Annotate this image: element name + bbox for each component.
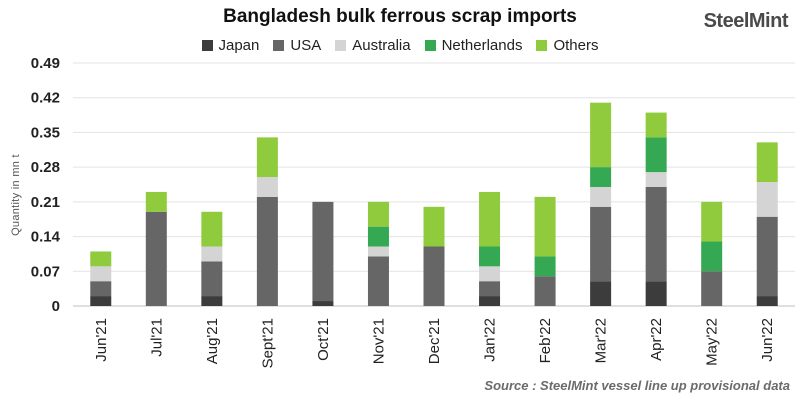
bar-others: [145, 191, 167, 212]
x-tick-label: Aug'21: [204, 318, 221, 364]
bar-others: [756, 142, 778, 183]
bar-usa: [90, 281, 112, 297]
bar-others: [423, 206, 445, 247]
bar-japan: [756, 296, 778, 306]
legend: Japan USA Australia Netherlands Others: [0, 37, 800, 54]
bar-netherlands: [590, 167, 612, 187]
bar-usa: [479, 281, 501, 297]
bar-australia: [90, 266, 112, 282]
bar-australia: [201, 246, 223, 262]
x-tick-label: Jun'22: [759, 318, 776, 362]
y-tick-label: 0.07: [31, 263, 60, 280]
bar-usa: [312, 201, 334, 302]
brand-logo: SteelMint: [703, 10, 789, 32]
legend-label: USA: [290, 37, 322, 54]
bar-others: [590, 102, 612, 168]
legend-swatch: [424, 40, 436, 51]
legend-item: Japan: [201, 37, 260, 54]
y-tick-label: 0.21: [31, 194, 60, 211]
bar-japan: [90, 296, 112, 306]
bar-australia: [645, 172, 667, 187]
bar-others: [256, 137, 278, 178]
bar-usa: [534, 276, 556, 306]
bar-netherlands: [367, 226, 389, 247]
bar-australia: [479, 266, 501, 282]
bar-japan: [312, 301, 334, 306]
bar-japan: [645, 281, 667, 306]
bar-australia: [256, 177, 278, 197]
y-tick-label: 0.49: [31, 55, 60, 72]
x-tick-label: Apr'22: [648, 318, 665, 361]
legend-label: Others: [553, 37, 599, 54]
bar-usa: [590, 206, 612, 282]
x-tick-label: Jun'21: [93, 318, 110, 362]
y-tick-label: 0.28: [31, 159, 60, 176]
x-tick-label: Dec'21: [426, 318, 443, 364]
bar-others: [701, 201, 723, 242]
bar-usa: [701, 271, 723, 306]
bar-others: [201, 211, 223, 247]
bar-netherlands: [479, 246, 501, 267]
bar-australia: [367, 246, 389, 257]
legend-swatch: [201, 40, 213, 51]
bar-usa: [367, 256, 389, 306]
bar-usa: [423, 246, 445, 306]
bar-usa: [145, 211, 167, 306]
x-tick-label: Mar'22: [593, 318, 610, 363]
bar-usa: [256, 196, 278, 306]
legend-label: Japan: [218, 37, 260, 54]
legend-swatch: [536, 40, 548, 51]
bar-others: [645, 112, 667, 138]
bar-australia: [756, 182, 778, 217]
legend-swatch: [273, 40, 285, 51]
bar-japan: [590, 281, 612, 306]
y-tick-label: 0: [52, 298, 60, 315]
source-note: Source : SteelMint vessel line up provis…: [484, 378, 790, 393]
x-tick-label: Oct'21: [315, 318, 332, 361]
y-tick-label: 0.14: [31, 229, 61, 246]
x-tick-label: May'22: [704, 318, 721, 366]
bar-others: [90, 251, 112, 267]
bar-others: [479, 191, 501, 247]
bar-netherlands: [534, 256, 556, 277]
chart-title: Bangladesh bulk ferrous scrap imports: [223, 6, 577, 27]
legend-label: Netherlands: [441, 37, 523, 54]
x-tick-label: Sept'21: [259, 318, 276, 368]
bar-australia: [590, 186, 612, 207]
x-tick-label: Feb'22: [537, 318, 554, 363]
legend-swatch: [335, 40, 347, 51]
bar-japan: [201, 296, 223, 306]
bar-japan: [479, 296, 501, 306]
y-tick-label: 0.42: [31, 90, 60, 107]
bar-others: [367, 201, 389, 227]
x-tick-label: Jul'21: [148, 318, 165, 357]
legend-label: Australia: [352, 37, 411, 54]
bar-netherlands: [645, 137, 667, 173]
bar-usa: [201, 261, 223, 297]
bar-usa: [645, 186, 667, 282]
bar-netherlands: [701, 241, 723, 272]
legend-item: Netherlands: [424, 37, 523, 54]
bar-usa: [756, 216, 778, 297]
bar-others: [534, 196, 556, 257]
x-tick-label: Nov'21: [370, 318, 387, 364]
x-tick-label: Jan'22: [482, 318, 499, 362]
legend-item: Others: [536, 37, 598, 54]
legend-item: USA: [273, 37, 321, 54]
y-tick-label: 0.35: [31, 124, 60, 141]
legend-item: Australia: [335, 37, 411, 54]
